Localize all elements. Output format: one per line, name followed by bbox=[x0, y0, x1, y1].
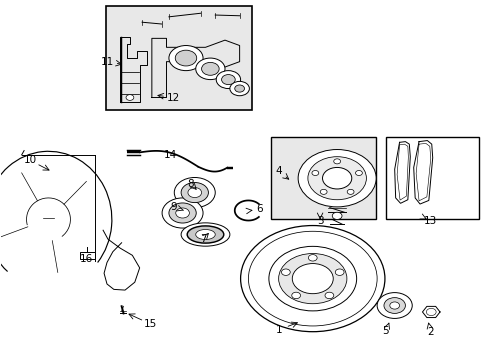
Circle shape bbox=[175, 208, 189, 218]
Text: 12: 12 bbox=[167, 93, 180, 103]
Circle shape bbox=[168, 203, 196, 223]
Text: 11: 11 bbox=[100, 57, 113, 67]
Text: 5: 5 bbox=[382, 326, 388, 336]
Circle shape bbox=[229, 81, 249, 96]
Circle shape bbox=[162, 198, 203, 228]
Text: 7: 7 bbox=[199, 234, 206, 244]
Circle shape bbox=[221, 75, 235, 85]
Circle shape bbox=[278, 253, 346, 304]
Text: 1: 1 bbox=[275, 325, 282, 335]
Circle shape bbox=[175, 50, 196, 66]
Bar bbox=[105, 6, 251, 110]
Circle shape bbox=[126, 95, 134, 100]
Circle shape bbox=[322, 167, 351, 189]
Circle shape bbox=[292, 264, 332, 294]
Circle shape bbox=[346, 189, 353, 194]
Text: 8: 8 bbox=[187, 179, 194, 189]
Text: 15: 15 bbox=[144, 319, 157, 329]
Text: 9: 9 bbox=[170, 202, 177, 212]
Circle shape bbox=[174, 177, 215, 208]
Circle shape bbox=[201, 62, 219, 75]
Circle shape bbox=[308, 255, 317, 261]
Circle shape bbox=[383, 298, 405, 314]
Ellipse shape bbox=[187, 226, 224, 243]
Text: 3: 3 bbox=[316, 216, 323, 226]
Circle shape bbox=[195, 58, 224, 80]
Circle shape bbox=[311, 171, 318, 176]
Circle shape bbox=[216, 71, 240, 89]
Circle shape bbox=[335, 269, 344, 275]
Circle shape bbox=[389, 302, 399, 309]
Circle shape bbox=[325, 292, 333, 299]
Text: 13: 13 bbox=[423, 216, 436, 226]
Ellipse shape bbox=[195, 229, 215, 239]
Text: 14: 14 bbox=[163, 150, 177, 160]
Circle shape bbox=[331, 212, 341, 220]
Bar bbox=[385, 137, 478, 220]
Circle shape bbox=[291, 292, 300, 299]
Circle shape bbox=[426, 309, 435, 316]
Circle shape bbox=[376, 293, 411, 319]
Circle shape bbox=[307, 157, 366, 200]
Circle shape bbox=[281, 269, 290, 275]
Text: 10: 10 bbox=[23, 155, 37, 165]
Circle shape bbox=[181, 183, 208, 203]
Text: 16: 16 bbox=[79, 254, 92, 264]
Text: 4: 4 bbox=[275, 166, 282, 176]
Circle shape bbox=[320, 189, 326, 194]
Circle shape bbox=[240, 226, 384, 332]
Bar bbox=[80, 252, 95, 259]
Circle shape bbox=[187, 188, 201, 198]
Text: 6: 6 bbox=[255, 204, 262, 215]
Circle shape bbox=[333, 159, 340, 164]
Circle shape bbox=[298, 149, 375, 207]
Circle shape bbox=[168, 45, 203, 71]
Circle shape bbox=[234, 85, 244, 92]
Bar bbox=[271, 137, 375, 220]
Ellipse shape bbox=[181, 223, 229, 246]
Text: 2: 2 bbox=[427, 327, 433, 337]
Circle shape bbox=[268, 246, 356, 311]
Circle shape bbox=[355, 171, 362, 176]
